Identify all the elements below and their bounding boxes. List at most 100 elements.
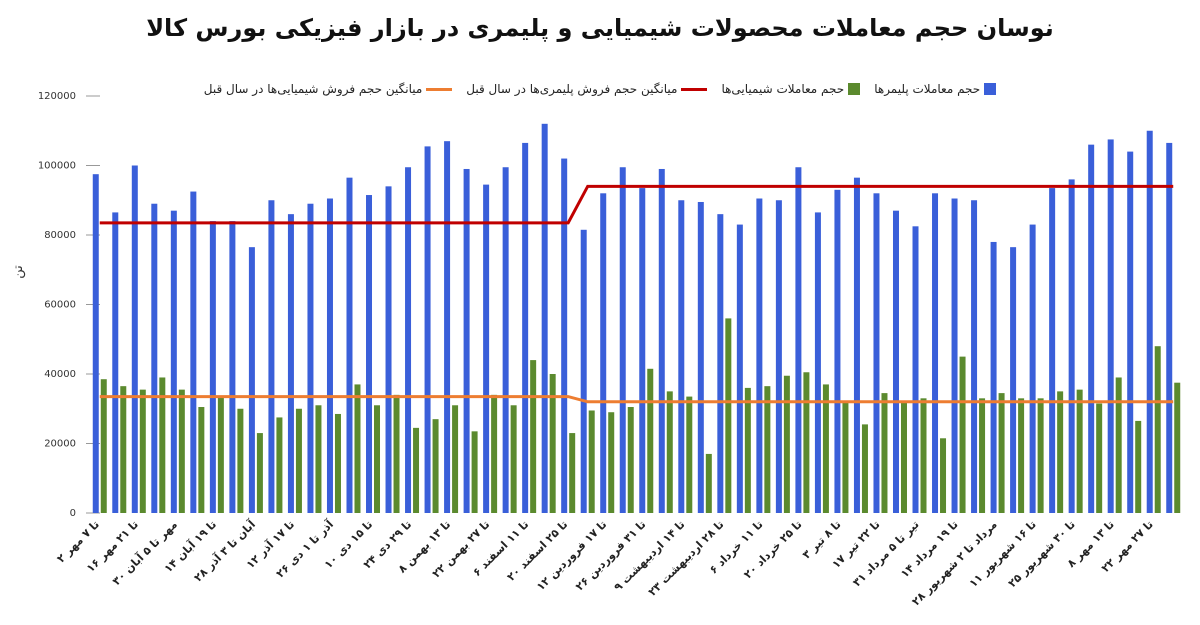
bar — [256, 433, 263, 513]
bar — [1166, 142, 1173, 513]
y-tick-label: 0 — [70, 508, 76, 519]
bar — [588, 410, 595, 513]
bar — [1010, 247, 1017, 513]
bar — [295, 408, 302, 513]
bar — [354, 384, 361, 513]
bar — [678, 200, 685, 513]
bar — [432, 419, 439, 513]
bar — [775, 200, 782, 513]
bar — [990, 241, 997, 513]
chart-title: نوسان حجم معاملات محصولات شیمیایی و پلیم… — [146, 14, 1054, 42]
bar — [853, 177, 860, 513]
bar — [744, 387, 751, 513]
bar — [1018, 398, 1025, 513]
legend-label: میانگین حجم فروش شیمیایی‌ها در سال قبل — [203, 82, 423, 96]
bar — [705, 453, 712, 513]
bar — [1174, 382, 1181, 513]
y-tick-label: 20000 — [44, 439, 76, 450]
bar — [1029, 224, 1036, 513]
bar — [900, 401, 907, 513]
legend-item: میانگین حجم فروش شیمیایی‌ها در سال قبل — [204, 82, 453, 96]
bar — [307, 203, 314, 513]
bar — [639, 188, 646, 513]
bar — [842, 401, 849, 513]
bar — [413, 427, 420, 513]
bar — [178, 389, 185, 513]
bar — [229, 221, 236, 513]
bar — [764, 386, 771, 513]
bar — [217, 396, 224, 513]
bar — [881, 393, 888, 513]
bar — [892, 210, 899, 514]
bar — [912, 226, 919, 513]
bar — [725, 318, 732, 513]
bar — [112, 212, 119, 513]
bar — [541, 123, 548, 514]
bar — [619, 167, 626, 514]
bar — [1154, 346, 1161, 513]
bar — [600, 193, 607, 514]
bar — [452, 405, 459, 513]
bar — [1096, 403, 1103, 513]
line — [99, 184, 1174, 225]
x-tick-label: ۹ تا ۱۴ اردیبهشت — [611, 518, 687, 594]
bar — [803, 372, 810, 513]
bar — [120, 386, 127, 513]
bar — [658, 168, 665, 513]
bar — [366, 195, 373, 513]
bar — [920, 398, 927, 513]
bar — [405, 167, 412, 514]
bar — [756, 198, 763, 513]
bar — [502, 167, 509, 514]
bar — [717, 214, 724, 513]
bar — [268, 200, 275, 513]
bar — [998, 393, 1005, 513]
bar — [979, 398, 986, 513]
y-tick-label: 120000 — [38, 91, 76, 102]
bar — [393, 394, 400, 513]
bar — [471, 431, 478, 513]
bar — [198, 407, 205, 513]
x-tick-label: ۲۵ تا ۳۰ شهریور — [1006, 518, 1078, 590]
bar — [1115, 377, 1122, 513]
bar — [1037, 398, 1044, 513]
x-tick-label: ۳۱ تیر تا ۵ مرداد — [850, 518, 921, 589]
bar — [561, 158, 568, 514]
x-tick-label: ۲۳ تا ۲۸ اردیبهشت — [646, 518, 727, 599]
bar — [1107, 139, 1114, 513]
bar — [151, 203, 158, 513]
bar — [1088, 144, 1095, 513]
y-tick-label: 60000 — [44, 300, 76, 311]
legend-swatch — [426, 87, 453, 91]
bar — [92, 174, 99, 513]
bar — [100, 379, 107, 513]
x-tick-label: ۱۱ تا ۱۶ شهریور — [967, 518, 1039, 590]
bar — [315, 405, 322, 513]
x-tick-label: ۲۶ تا ۳۱ فروردین — [573, 518, 648, 593]
bar — [287, 214, 294, 513]
bar — [131, 165, 138, 513]
bar — [170, 210, 177, 514]
line — [99, 395, 1174, 404]
bar — [951, 198, 958, 513]
y-axis-label: تن — [11, 265, 26, 279]
bar — [1057, 391, 1064, 513]
bar — [159, 377, 166, 513]
bar — [463, 168, 470, 513]
bar — [647, 368, 654, 513]
bar — [374, 405, 381, 513]
bar — [530, 360, 537, 513]
bar — [444, 141, 451, 514]
bar — [697, 201, 704, 514]
bar — [1146, 130, 1153, 513]
bar — [861, 424, 868, 513]
bar — [1127, 151, 1134, 513]
bar — [1076, 389, 1083, 513]
bar — [971, 200, 978, 513]
bar — [1049, 188, 1056, 513]
legend-swatch — [984, 83, 997, 95]
bar — [795, 167, 802, 514]
bar — [627, 407, 634, 513]
